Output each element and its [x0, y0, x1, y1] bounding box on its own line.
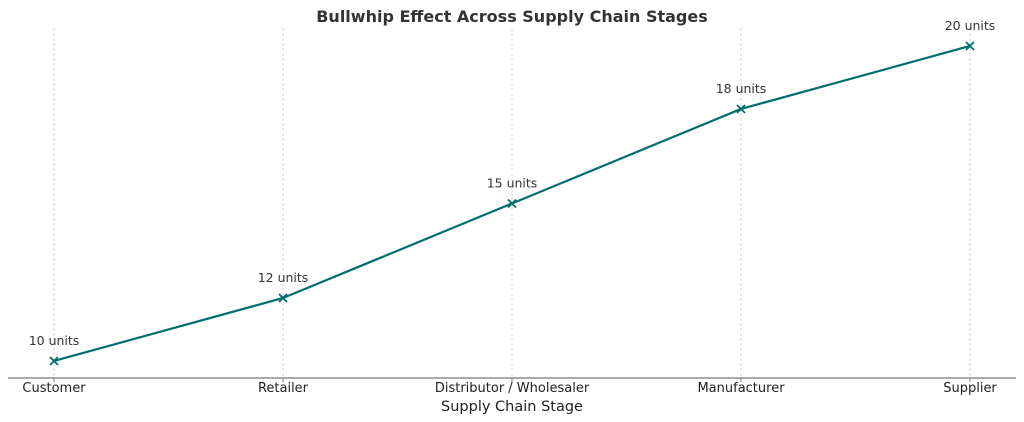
chart-title: Bullwhip Effect Across Supply Chain Stag…	[316, 7, 708, 26]
x-tick-label: Customer	[22, 381, 86, 396]
x-tick-label: Retailer	[258, 381, 309, 396]
data-point-marker	[507, 198, 517, 209]
x-tick-label: Supplier	[943, 381, 997, 396]
data-point-marker	[965, 41, 975, 51]
data-label: 18 units	[716, 81, 767, 96]
data-point-marker	[736, 104, 746, 114]
x-tick-label: Manufacturer	[697, 381, 785, 396]
data-label: 10 units	[29, 333, 80, 348]
data-label: 12 units	[258, 270, 309, 285]
x-tick-label: Distributor / Wholesaler	[435, 381, 590, 396]
data-label: 20 units	[945, 18, 996, 33]
data-point-marker	[278, 293, 288, 303]
data-point-marker	[49, 356, 59, 366]
x-axis-label: Supply Chain Stage	[441, 399, 583, 415]
data-label: 15 units	[487, 175, 538, 190]
